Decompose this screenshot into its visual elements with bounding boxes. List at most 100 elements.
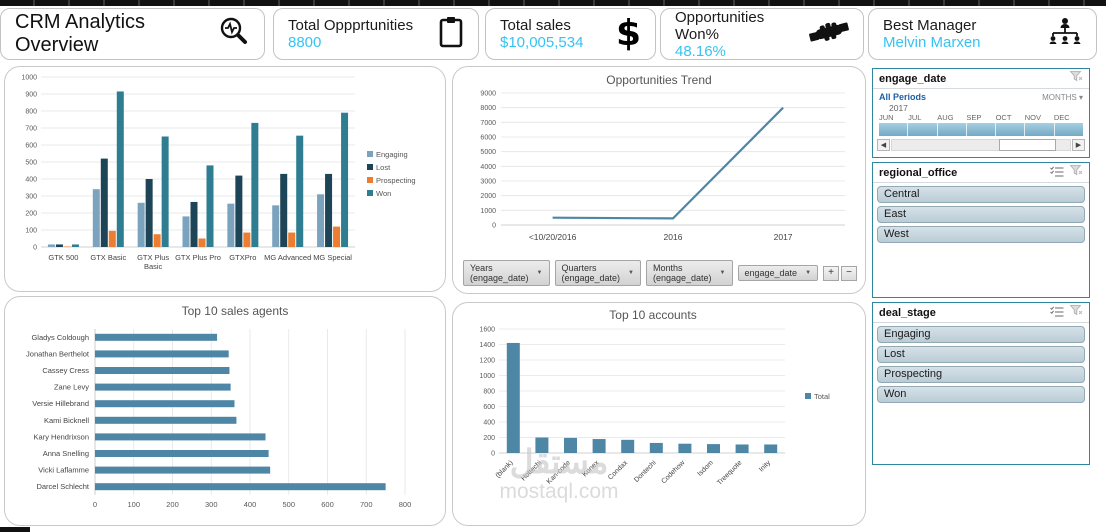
dollar-icon: $ bbox=[615, 13, 641, 54]
bar-lost-0[interactable] bbox=[55, 244, 63, 247]
stage-option-won[interactable]: Won bbox=[877, 386, 1085, 403]
granularity-dropdown[interactable]: MONTHS ▾ bbox=[1042, 92, 1083, 102]
agent-bar-9[interactable] bbox=[95, 483, 386, 491]
bar-lost-3[interactable] bbox=[190, 201, 198, 247]
zoom-out-button[interactable]: − bbox=[841, 265, 858, 281]
agent-bar-2[interactable] bbox=[95, 367, 230, 374]
clear-filter-icon[interactable] bbox=[1069, 71, 1083, 86]
bar-prospecting-2[interactable] bbox=[153, 234, 161, 247]
bar-prospecting-5[interactable] bbox=[288, 232, 296, 247]
bar-lost-1[interactable] bbox=[100, 158, 108, 247]
clear-filter-icon[interactable] bbox=[1069, 305, 1083, 320]
bar-won-6[interactable] bbox=[341, 112, 349, 247]
account-bar-0[interactable] bbox=[506, 342, 520, 453]
slider-segment-dec[interactable] bbox=[1054, 123, 1083, 136]
kpi-value: Melvin Marxen bbox=[883, 34, 981, 51]
bar-prospecting-3[interactable] bbox=[198, 238, 206, 248]
bar-prospecting-1[interactable] bbox=[108, 230, 116, 247]
svg-text:GTXPro: GTXPro bbox=[229, 253, 256, 262]
bar-engaging-2[interactable] bbox=[137, 202, 145, 247]
agent-bar-3[interactable] bbox=[95, 383, 231, 391]
bar-engaging-1[interactable] bbox=[92, 189, 100, 247]
account-bar-2[interactable] bbox=[564, 437, 577, 453]
product-mix-chart[interactable]: 0 100 200 300 400 500 600 700 800 900 1000 GTK 500 G… bbox=[5, 67, 443, 289]
svg-text:800: 800 bbox=[483, 389, 495, 396]
bar-engaging-3[interactable] bbox=[182, 216, 190, 247]
bar-engaging-5[interactable] bbox=[272, 205, 280, 247]
bar-won-0[interactable] bbox=[71, 244, 79, 247]
slider-segment-jun[interactable] bbox=[879, 123, 909, 136]
clear-filter-icon[interactable] bbox=[1069, 165, 1083, 180]
bar-engaging-4[interactable] bbox=[227, 203, 235, 247]
agent-bar-5[interactable] bbox=[95, 416, 237, 424]
region-option-central[interactable]: Central bbox=[877, 186, 1085, 203]
bar-lost-4[interactable] bbox=[235, 175, 243, 247]
region-option-west[interactable]: West bbox=[877, 226, 1085, 243]
slider-segment-sep[interactable] bbox=[966, 123, 997, 136]
account-bar-5[interactable] bbox=[649, 442, 663, 453]
svg-text:GTK 500: GTK 500 bbox=[48, 253, 78, 262]
agent-bar-8[interactable] bbox=[95, 466, 271, 474]
date-level-button-3[interactable]: engage_date ▼ bbox=[737, 265, 819, 281]
agent-bar-1[interactable] bbox=[95, 350, 229, 358]
month-label-jun: JUN bbox=[879, 113, 894, 122]
slider-segment-oct[interactable] bbox=[996, 123, 1026, 136]
chevron-down-icon: ▼ bbox=[628, 270, 634, 276]
multiselect-icon[interactable] bbox=[1050, 305, 1064, 320]
stage-option-lost[interactable]: Lost bbox=[877, 346, 1085, 363]
trend-chart[interactable]: 0 1000 2000 3000 4000 5000 6000 7000 8000 9000 <10… bbox=[453, 87, 861, 253]
bar-lost-5[interactable] bbox=[280, 173, 288, 247]
bar-won-3[interactable] bbox=[206, 165, 214, 247]
svg-text:700: 700 bbox=[25, 126, 37, 133]
scroll-right-button[interactable]: ▶ bbox=[1072, 139, 1085, 151]
scrollbar-thumb[interactable] bbox=[998, 139, 1056, 151]
account-bar-7[interactable] bbox=[707, 444, 720, 453]
account-bar-6[interactable] bbox=[678, 443, 692, 453]
date-level-button-2[interactable]: Months (engage_date) ▼ bbox=[646, 260, 733, 286]
multiselect-icon[interactable] bbox=[1050, 165, 1064, 180]
bar-won-5[interactable] bbox=[296, 135, 304, 247]
stage-option-engaging[interactable]: Engaging bbox=[877, 326, 1085, 343]
bar-prospecting-0[interactable] bbox=[63, 246, 71, 247]
accounts-card: Top 10 accounts 0 200 400 600 800 1000 1200 1400… bbox=[452, 302, 866, 526]
trend-chart-title: Opportunities Trend bbox=[606, 73, 712, 87]
trend-line bbox=[552, 106, 784, 220]
bar-prospecting-4[interactable] bbox=[243, 232, 251, 247]
slider-segment-nov[interactable] bbox=[1025, 123, 1055, 136]
bar-engaging-6[interactable] bbox=[317, 194, 325, 247]
top-sales-agents-chart[interactable]: Top 10 sales agents 0 100 200 300 400 500 600 70… bbox=[5, 297, 443, 523]
date-level-button-0[interactable]: Years (engage_date) ▼ bbox=[463, 260, 550, 286]
scrollbar-track[interactable] bbox=[891, 139, 1071, 151]
agent-bar-7[interactable] bbox=[95, 450, 269, 457]
account-bar-9[interactable] bbox=[764, 444, 778, 453]
account-bar-1[interactable] bbox=[535, 437, 549, 454]
time-range-slider[interactable] bbox=[879, 123, 1083, 136]
svg-text:0: 0 bbox=[93, 500, 97, 509]
account-bar-3[interactable] bbox=[592, 439, 606, 453]
agent-bar-4[interactable] bbox=[95, 400, 235, 408]
deal-stage-header: deal_stage bbox=[873, 303, 1089, 323]
bar-won-1[interactable] bbox=[116, 91, 124, 247]
agent-bar-0[interactable] bbox=[95, 333, 218, 341]
bar-engaging-0[interactable] bbox=[47, 244, 55, 247]
date-level-button-1[interactable]: Quarters (engage_date) ▼ bbox=[554, 260, 641, 286]
stage-option-prospecting[interactable]: Prospecting bbox=[877, 366, 1085, 383]
bar-won-4[interactable] bbox=[251, 122, 259, 247]
account-bar-4[interactable] bbox=[621, 439, 635, 453]
account-bar-8[interactable] bbox=[735, 444, 749, 453]
bar-lost-6[interactable] bbox=[325, 173, 333, 247]
svg-text:Konex: Konex bbox=[582, 459, 601, 478]
region-option-east[interactable]: East bbox=[877, 206, 1085, 223]
svg-text:800: 800 bbox=[399, 500, 412, 509]
slider-segment-aug[interactable] bbox=[937, 123, 967, 136]
zoom-in-button[interactable]: + bbox=[823, 265, 840, 281]
bar-won-2[interactable] bbox=[161, 136, 169, 248]
bar-prospecting-6[interactable] bbox=[333, 226, 341, 247]
agent-bar-6[interactable] bbox=[95, 433, 266, 441]
kpi-total-sales: Total sales $10,005,534 $ bbox=[485, 8, 656, 60]
scroll-left-button[interactable]: ◀ bbox=[877, 139, 890, 151]
top-accounts-chart[interactable]: Top 10 accounts 0 200 400 600 800 1000 1200 1400… bbox=[453, 303, 863, 523]
filter-title: regional_office bbox=[879, 166, 958, 179]
bar-lost-2[interactable] bbox=[145, 179, 153, 247]
slider-segment-jul[interactable] bbox=[908, 123, 938, 136]
